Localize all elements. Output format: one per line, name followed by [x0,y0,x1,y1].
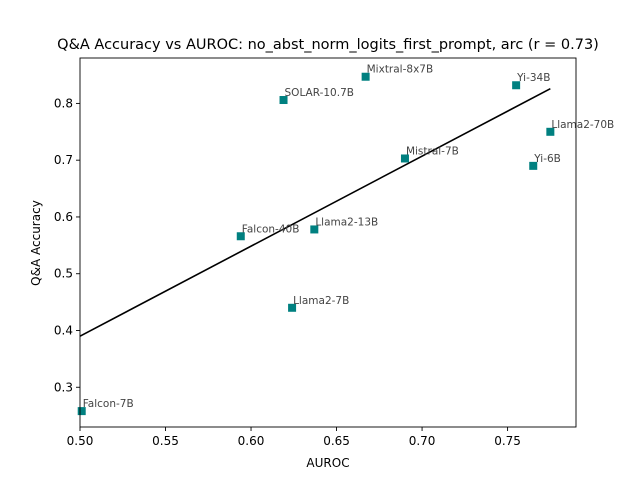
data-point-marker [546,127,555,136]
y-axis-label: Q&A Accuracy [29,200,43,286]
data-point-marker [512,81,521,90]
data-point-label: Mixtral-8x7B [367,64,434,76]
plot-area: Falcon-7B Falcon-40B Llama2-13B Llama2-7B SO… [77,64,614,416]
x-tick-label: 0.50 [67,434,94,448]
axes-frame [79,57,577,428]
y-tick-label: 0.6 [54,210,73,224]
points-layer: Falcon-7B Falcon-40B Llama2-13B Llama2-7B SO… [77,64,614,416]
data-point-label: Llama2-7B [293,295,349,307]
data-point-label: SOLAR-10.7B [285,87,354,99]
data-point-marker [310,225,319,234]
data-point-label: Llama2-70B [551,119,614,131]
data-point-label: Falcon-7B [83,398,134,410]
x-axis-ticks: 0.50 0.55 0.60 0.65 0.70 0.75 [67,427,521,448]
x-tick-label: 0.55 [152,434,179,448]
y-tick-label: 0.5 [54,267,73,281]
data-point-label: Llama2-13B [315,216,378,228]
data-point-marker [279,96,288,105]
data-point-label: Yi-6B [533,153,561,165]
x-tick-label: 0.65 [323,434,350,448]
data-point-marker [77,407,86,416]
y-tick-label: 0.8 [54,96,73,110]
data-point-marker [361,72,370,81]
y-tick-label: 0.3 [54,380,73,394]
data-point-marker [236,232,245,241]
data-point-label: Falcon-40B [242,223,300,235]
x-tick-label: 0.70 [409,434,436,448]
data-point-label: Mistral-7B [406,145,459,157]
data-point-marker [400,154,409,163]
y-tick-label: 0.4 [54,323,73,337]
data-point-marker [529,161,538,170]
data-point-label: Yi-34B [516,72,550,84]
x-tick-label: 0.75 [494,434,521,448]
y-tick-label: 0.7 [54,153,73,167]
data-point-marker [288,303,297,312]
x-axis-label: AUROC [306,456,349,470]
x-tick-label: 0.60 [238,434,265,448]
chart-title: Q&A Accuracy vs AUROC: no_abst_norm_logi… [57,37,599,53]
fit-line [79,87,551,337]
y-axis-ticks: 0.3 0.4 0.5 0.6 0.7 0.8 [54,96,80,394]
